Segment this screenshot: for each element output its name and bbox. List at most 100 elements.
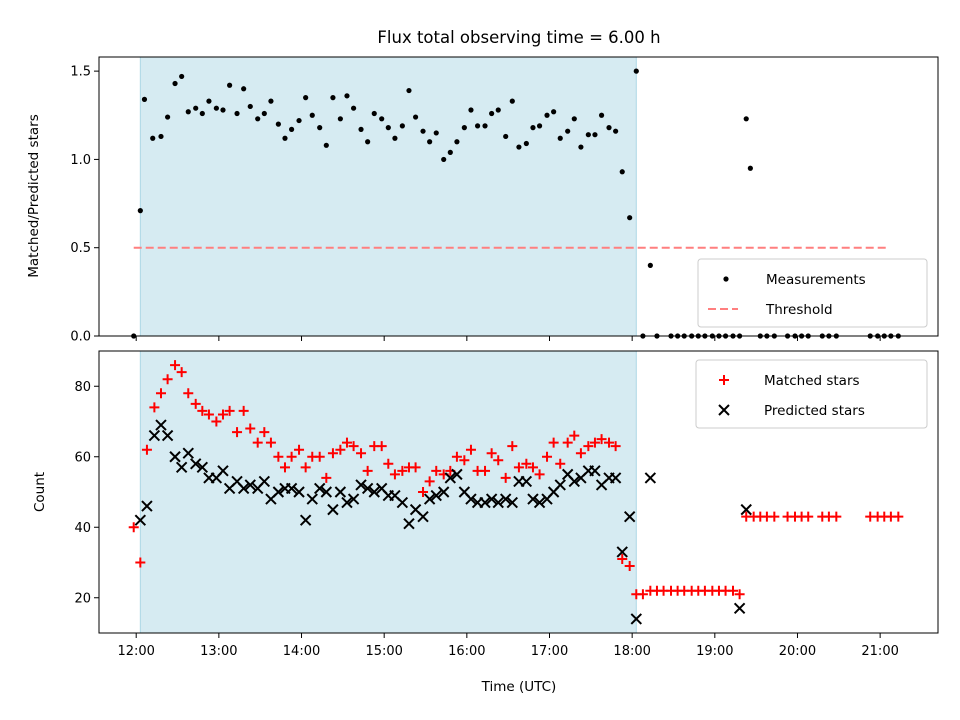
data-point xyxy=(299,514,312,526)
data-point xyxy=(279,462,290,473)
data-point xyxy=(197,405,208,416)
data-point xyxy=(241,86,247,92)
data-point xyxy=(513,462,524,473)
data-point xyxy=(327,503,339,516)
data-point xyxy=(534,469,545,480)
data-point xyxy=(542,451,553,462)
data-point xyxy=(176,367,187,378)
data-point xyxy=(459,455,470,466)
data-point xyxy=(554,479,566,491)
data-point xyxy=(548,437,559,448)
data-point xyxy=(321,472,332,483)
data-point xyxy=(244,479,256,491)
data-point xyxy=(433,130,439,136)
data-point xyxy=(165,114,171,120)
data-point xyxy=(733,602,746,615)
data-point xyxy=(334,486,347,498)
data-point xyxy=(624,561,635,572)
data-point xyxy=(155,419,167,431)
data-point xyxy=(217,465,229,477)
data-point xyxy=(247,103,253,110)
data-point xyxy=(206,98,212,104)
legend: Measurements Threshold xyxy=(697,258,928,328)
data-point xyxy=(596,434,607,445)
data-point xyxy=(441,156,447,163)
data-point xyxy=(237,482,250,495)
data-point xyxy=(562,437,573,448)
data-point xyxy=(423,493,436,505)
data-point xyxy=(175,461,188,474)
data-point xyxy=(356,448,367,459)
data-point xyxy=(193,105,199,111)
data-point xyxy=(213,105,219,111)
series-matched-stars xyxy=(128,360,904,600)
x-tick-label: 21:00 xyxy=(861,644,898,659)
data-point xyxy=(468,107,474,113)
data-point xyxy=(406,87,412,94)
data-point xyxy=(341,496,353,509)
data-point xyxy=(155,388,166,399)
data-point xyxy=(234,110,240,117)
data-point xyxy=(273,451,284,462)
data-point xyxy=(358,126,364,132)
data-point xyxy=(376,441,387,452)
data-point xyxy=(185,109,191,115)
data-point xyxy=(303,95,309,101)
data-point xyxy=(571,116,577,122)
data-point xyxy=(412,114,419,120)
legend-label: Threshold xyxy=(765,302,833,318)
data-point xyxy=(158,133,164,140)
data-point xyxy=(368,486,380,498)
data-point xyxy=(286,451,297,462)
data-point xyxy=(238,405,249,416)
data-point xyxy=(728,585,739,596)
data-point xyxy=(211,416,222,427)
legend-marker xyxy=(723,276,729,282)
data-point xyxy=(575,448,586,459)
data-point xyxy=(569,430,580,441)
data-point xyxy=(341,437,352,448)
data-point xyxy=(379,116,385,122)
data-point xyxy=(309,112,315,118)
data-point xyxy=(451,468,463,481)
data-point xyxy=(371,110,377,117)
data-point xyxy=(232,427,243,438)
data-point xyxy=(555,458,566,469)
data-point xyxy=(613,128,619,134)
x-axis-label: Time (UTC) xyxy=(481,679,557,695)
data-point xyxy=(609,472,622,484)
data-point xyxy=(734,589,745,600)
data-point xyxy=(893,511,904,522)
data-point xyxy=(275,121,281,127)
data-point xyxy=(447,149,453,155)
data-point xyxy=(592,132,598,138)
series-predicted-stars xyxy=(134,419,752,625)
data-point xyxy=(245,423,256,434)
x-tick-label: 12:00 xyxy=(117,644,154,659)
legend-marker xyxy=(718,404,730,416)
data-point xyxy=(437,486,450,498)
data-point xyxy=(403,518,415,530)
data-point xyxy=(361,482,374,495)
data-point xyxy=(317,125,323,131)
data-point xyxy=(392,135,398,141)
data-point xyxy=(616,546,628,558)
y-tick-label: 0.0 xyxy=(70,330,91,345)
data-point xyxy=(141,500,153,512)
data-point xyxy=(803,511,814,522)
data-point xyxy=(300,462,311,473)
data-point xyxy=(227,82,233,88)
observing-window-shade xyxy=(140,57,637,336)
data-point xyxy=(288,126,295,132)
data-point xyxy=(190,458,202,470)
data-point xyxy=(258,475,271,488)
data-point xyxy=(417,510,429,523)
data-point xyxy=(499,493,512,505)
data-point xyxy=(454,139,460,145)
data-point xyxy=(495,107,501,113)
data-point xyxy=(162,374,173,385)
data-point xyxy=(385,125,391,131)
data-point xyxy=(141,96,148,102)
data-point xyxy=(503,133,509,140)
data-point xyxy=(294,444,305,455)
